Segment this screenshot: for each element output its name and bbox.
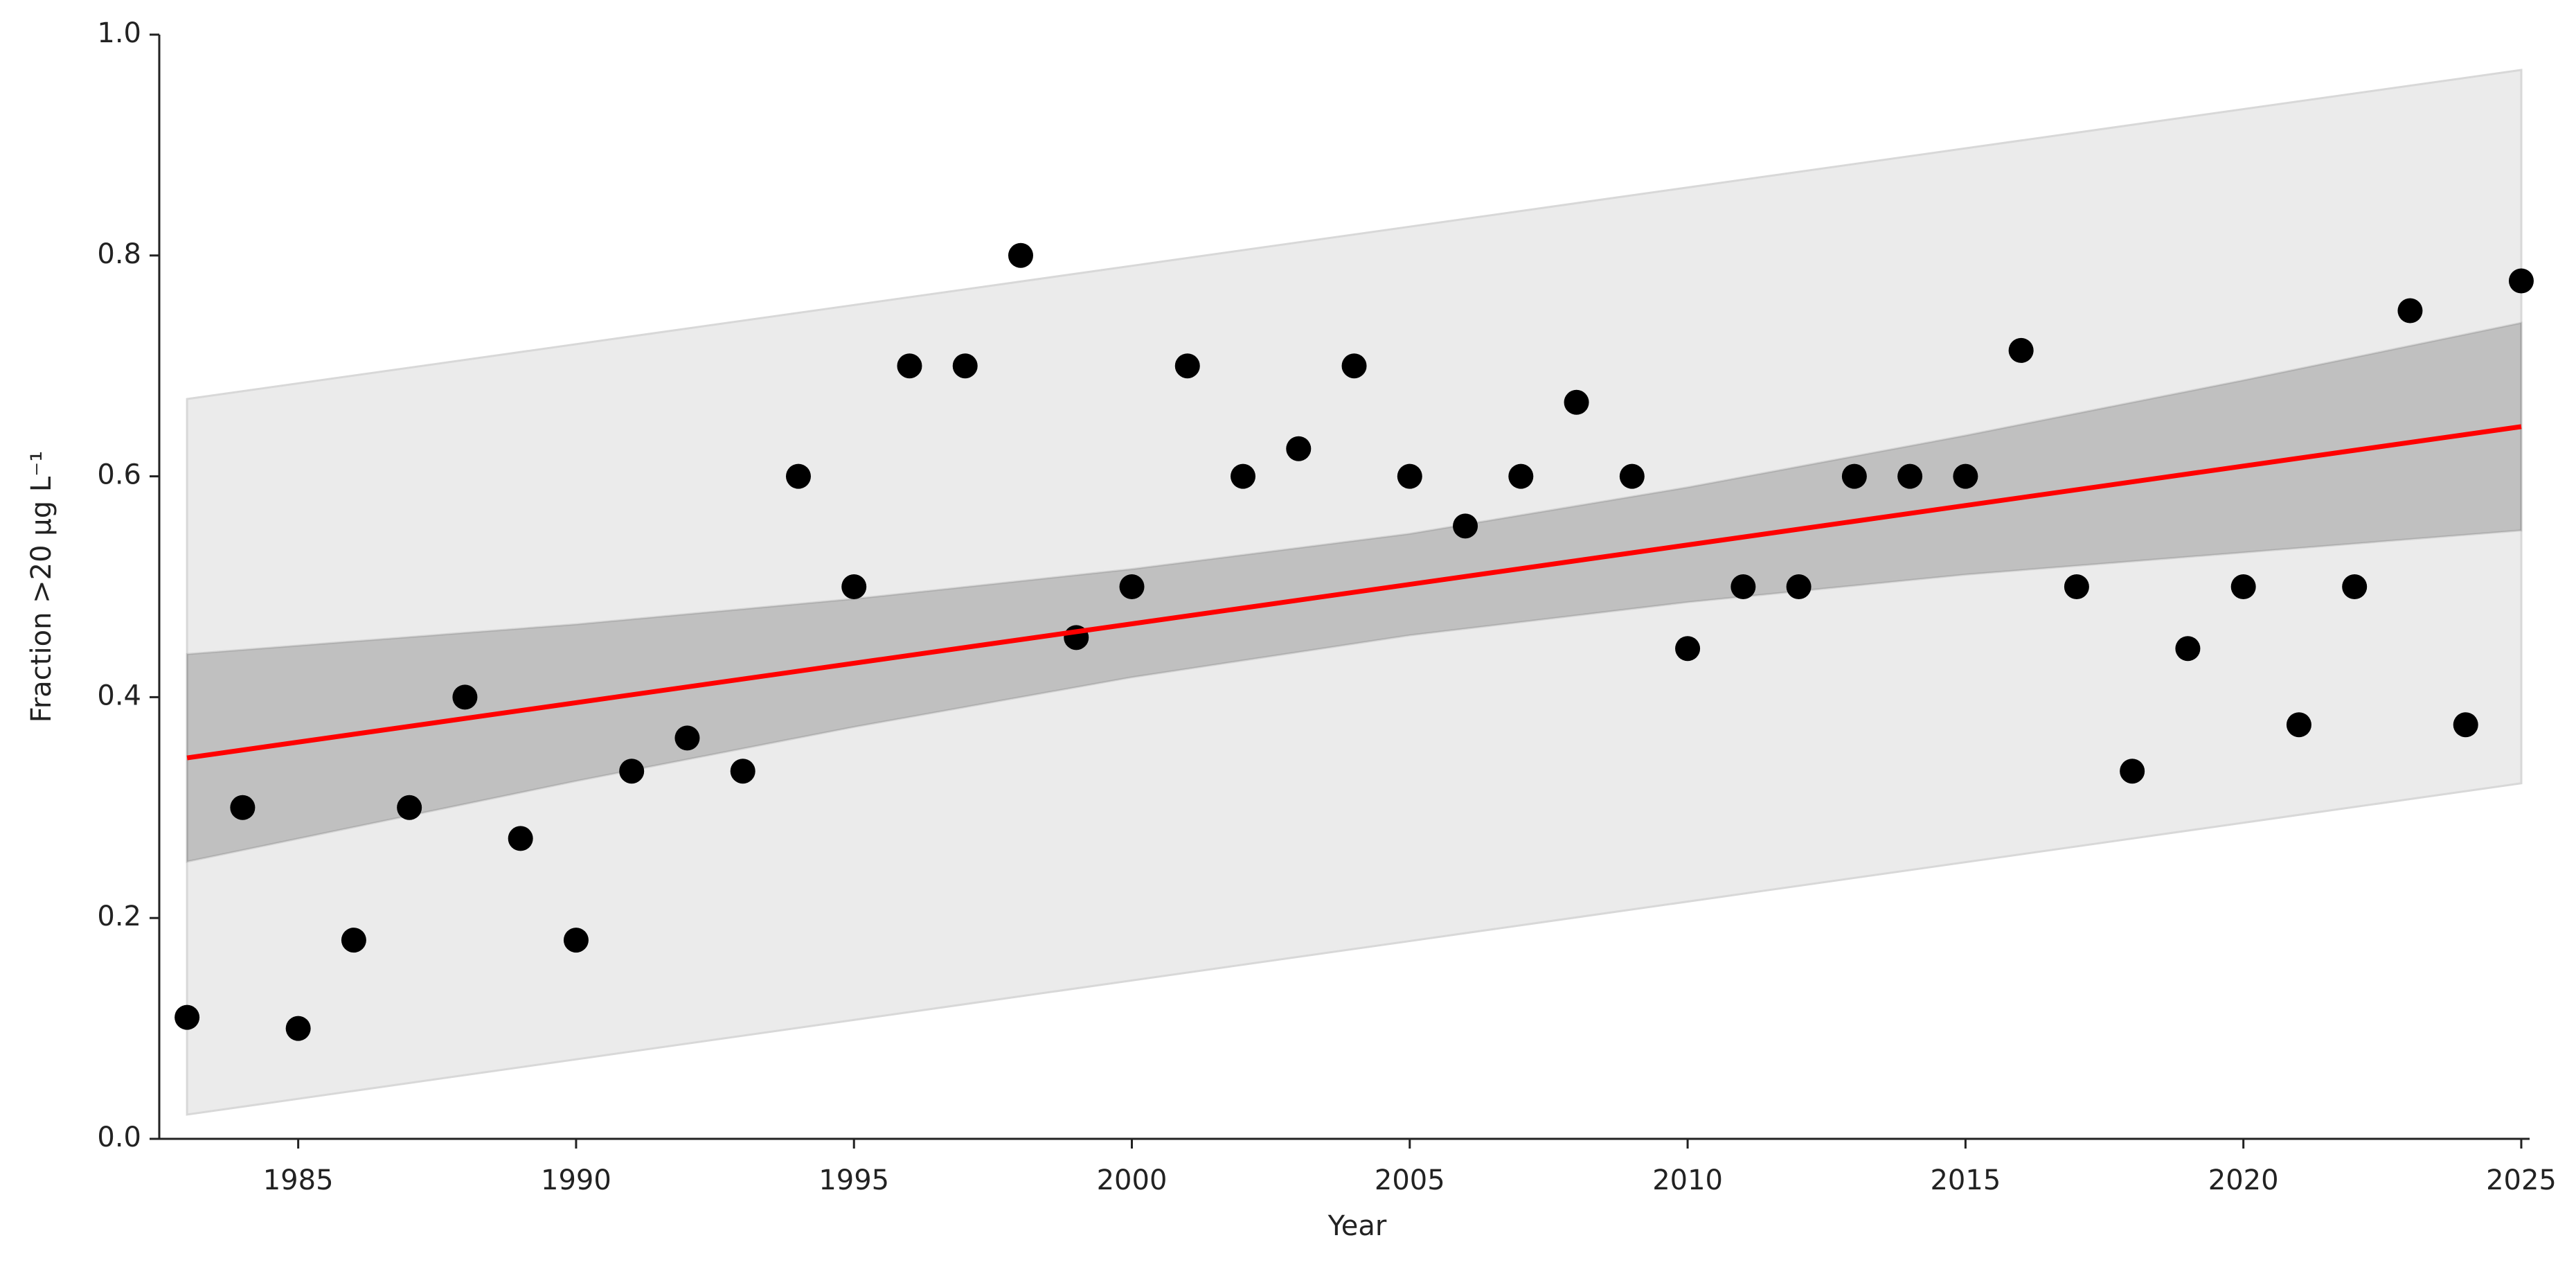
data-point bbox=[1841, 463, 1867, 489]
data-point bbox=[397, 795, 422, 820]
y-tick-label: 1.0 bbox=[97, 17, 141, 49]
data-point bbox=[1286, 436, 1312, 461]
x-tick-label: 2020 bbox=[2208, 1164, 2279, 1196]
x-tick-label: 2010 bbox=[1652, 1164, 1723, 1196]
data-point bbox=[1119, 574, 1145, 599]
data-point bbox=[2120, 759, 2145, 784]
x-tick-label: 1995 bbox=[819, 1164, 889, 1196]
data-point bbox=[1786, 574, 1812, 599]
data-point bbox=[2453, 712, 2478, 738]
data-point bbox=[452, 684, 478, 710]
data-point bbox=[508, 826, 533, 851]
data-point bbox=[2230, 574, 2256, 599]
data-point bbox=[674, 725, 700, 751]
data-point bbox=[341, 928, 366, 953]
data-point bbox=[785, 463, 811, 489]
y-tick-label: 0.8 bbox=[97, 238, 141, 270]
fit-line bbox=[186, 424, 2522, 761]
data-point bbox=[1231, 463, 1256, 489]
data-point bbox=[2397, 298, 2423, 324]
data-point bbox=[1453, 513, 1478, 539]
data-point bbox=[1953, 463, 1978, 489]
data-point bbox=[1730, 574, 1756, 599]
x-tick-label: 2000 bbox=[1097, 1164, 1168, 1196]
data-point bbox=[2286, 712, 2311, 738]
x-tick-label: 2005 bbox=[1375, 1164, 1445, 1196]
data-point bbox=[1397, 463, 1422, 489]
y-tick-label: 0.4 bbox=[97, 680, 141, 711]
x-tick-label: 1990 bbox=[541, 1164, 611, 1196]
data-point bbox=[563, 928, 589, 953]
data-point bbox=[2064, 574, 2089, 599]
data-point bbox=[730, 759, 755, 784]
data-point bbox=[897, 353, 922, 379]
data-point bbox=[1008, 242, 1033, 268]
data-point bbox=[1897, 463, 1923, 489]
y-axis-title: Fraction >20 µg L⁻¹ bbox=[26, 451, 57, 723]
x-tick-label: 1985 bbox=[263, 1164, 334, 1196]
data-point bbox=[1675, 636, 1701, 662]
x-axis-title: Year bbox=[1327, 1210, 1387, 1242]
data-point bbox=[1619, 463, 1645, 489]
data-point bbox=[1174, 353, 1200, 379]
x-tick-label: 2015 bbox=[1930, 1164, 2001, 1196]
data-point bbox=[2008, 337, 2034, 363]
x-tick-label: 2025 bbox=[2486, 1164, 2557, 1196]
y-tick-label: 0.2 bbox=[97, 901, 141, 932]
y-tick-label: 0.6 bbox=[97, 459, 141, 491]
data-point bbox=[2342, 574, 2368, 599]
data-point bbox=[285, 1016, 311, 1041]
data-point bbox=[2508, 268, 2534, 294]
data-point bbox=[2175, 636, 2201, 662]
data-point bbox=[952, 353, 978, 379]
data-point bbox=[619, 759, 645, 784]
data-point bbox=[1564, 389, 1589, 415]
data-point bbox=[841, 574, 867, 599]
y-tick-label: 0.0 bbox=[97, 1122, 141, 1153]
data-point bbox=[230, 795, 256, 820]
data-point bbox=[1508, 463, 1534, 489]
data-point bbox=[1341, 353, 1367, 379]
data-point bbox=[175, 1004, 200, 1030]
